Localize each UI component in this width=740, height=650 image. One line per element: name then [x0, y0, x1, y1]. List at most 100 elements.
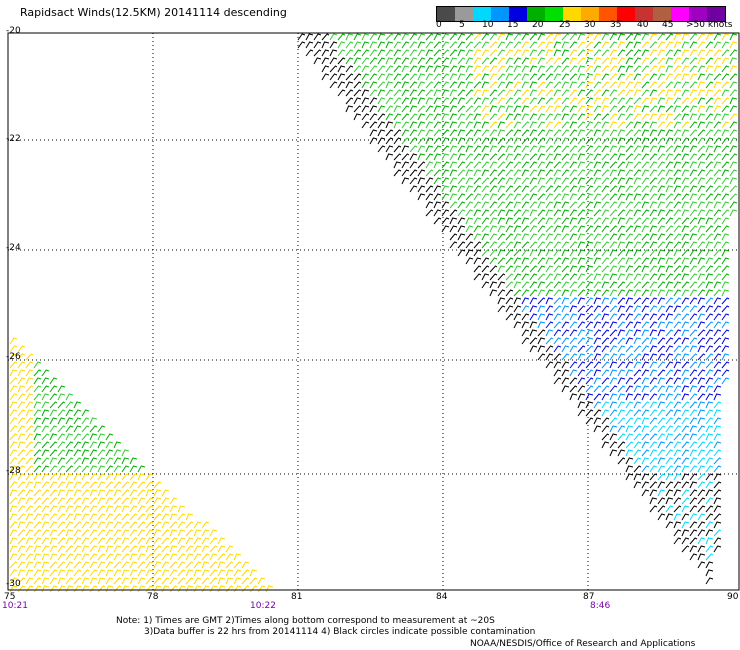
- wind-barb: [665, 113, 674, 121]
- wind-barb: [465, 249, 474, 257]
- wind-barb: [81, 529, 90, 537]
- wind-barb: [441, 81, 450, 89]
- wind-barb: [601, 137, 610, 145]
- wind-barb: [545, 337, 554, 345]
- wind-barb: [217, 569, 226, 577]
- wind-barb: [609, 89, 618, 97]
- wind-barb: [665, 81, 674, 89]
- wind-barb: [537, 193, 546, 201]
- wind-barb: [665, 177, 674, 185]
- wind-barb: [561, 361, 570, 369]
- wind-barb: [633, 385, 642, 393]
- wind-barb: [665, 409, 674, 417]
- wind-barb: [713, 265, 722, 273]
- wind-barb: [545, 265, 554, 273]
- wind-barb: [481, 217, 490, 225]
- wind-barb: [129, 553, 138, 561]
- wind-barb: [577, 305, 586, 313]
- wind-barb: [49, 465, 58, 473]
- wind-barb: [561, 193, 570, 201]
- wind-barb: [337, 33, 346, 41]
- wind-barb: [433, 49, 442, 57]
- wind-barb: [361, 41, 370, 49]
- wind-barb: [673, 281, 682, 289]
- wind-barb: [105, 465, 114, 473]
- legend-label: 5: [459, 20, 465, 30]
- wind-barb: [529, 225, 538, 233]
- wind-barb: [41, 577, 50, 585]
- wind-barb: [721, 233, 730, 241]
- wind-barb: [433, 145, 442, 153]
- wind-barb: [385, 41, 394, 49]
- wind-barb: [553, 105, 562, 113]
- wind-barb: [529, 145, 538, 153]
- wind-barb: [585, 177, 594, 185]
- wind-barb: [537, 297, 546, 305]
- wind-barb: [433, 169, 442, 177]
- wind-barb: [513, 217, 522, 225]
- wind-barb: [49, 417, 58, 425]
- wind-barb: [673, 161, 682, 169]
- wind-barb: [601, 265, 610, 273]
- wind-barb: [401, 121, 410, 129]
- wind-barb: [185, 561, 194, 569]
- wind-barb: [585, 121, 594, 129]
- wind-barb: [25, 537, 34, 545]
- wind-barb: [681, 273, 690, 281]
- wind-barb: [657, 385, 666, 393]
- wind-barb: [649, 121, 658, 129]
- legend-swatch: [563, 7, 581, 21]
- wind-barb: [633, 225, 642, 233]
- wind-barb: [537, 273, 546, 281]
- wind-barb: [625, 249, 634, 257]
- wind-barb: [409, 177, 418, 185]
- wind-barb: [33, 369, 42, 377]
- wind-barb: [481, 49, 490, 57]
- wind-barb: [649, 249, 658, 257]
- wind-barb: [625, 97, 634, 105]
- wind-barb: [593, 353, 602, 361]
- wind-barb: [529, 185, 538, 193]
- wind-barb: [113, 585, 122, 593]
- wind-barb: [81, 417, 90, 425]
- wind-barb: [553, 265, 562, 273]
- wind-barb: [89, 561, 98, 569]
- wind-barb: [361, 49, 370, 57]
- wind-barb: [457, 185, 466, 193]
- wind-barb: [73, 505, 82, 513]
- wind-barb: [97, 521, 106, 529]
- wind-barb: [721, 73, 730, 81]
- wind-barb: [33, 481, 42, 489]
- wind-barb: [649, 129, 658, 137]
- wind-barb: [713, 129, 722, 137]
- wind-barb: [681, 177, 690, 185]
- wind-barb: [97, 473, 106, 481]
- wind-barb: [161, 561, 170, 569]
- wind-barb: [601, 225, 610, 233]
- wind-barb: [681, 169, 690, 177]
- wind-barb: [609, 113, 618, 121]
- wind-barb: [97, 465, 106, 473]
- wind-barb: [713, 345, 722, 353]
- wind-barb: [569, 249, 578, 257]
- wind-barb: [217, 553, 226, 561]
- wind-barb: [17, 385, 26, 393]
- wind-barb: [97, 441, 106, 449]
- lon-label: 78: [147, 592, 159, 602]
- wind-barb: [65, 481, 74, 489]
- wind-barb: [473, 225, 482, 233]
- wind-barb: [57, 385, 66, 393]
- wind-barb: [57, 401, 66, 409]
- wind-barb: [481, 177, 490, 185]
- wind-barb: [689, 353, 698, 361]
- wind-barb: [681, 33, 690, 41]
- wind-barb: [33, 417, 42, 425]
- wind-barb: [489, 289, 498, 297]
- wind-barb: [465, 193, 474, 201]
- wind-barb: [497, 305, 506, 313]
- wind-barb: [657, 441, 666, 449]
- wind-barb: [145, 513, 154, 521]
- wind-barb: [537, 73, 546, 81]
- wind-barb: [137, 473, 146, 481]
- wind-barb: [145, 521, 154, 529]
